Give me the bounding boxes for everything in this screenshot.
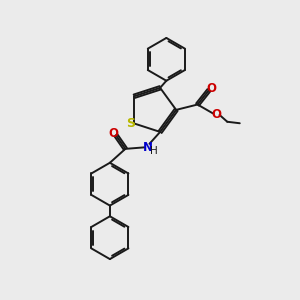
Text: O: O [212, 108, 222, 122]
Text: S: S [126, 117, 135, 130]
Text: N: N [143, 141, 153, 154]
Text: O: O [108, 127, 118, 140]
Text: H: H [150, 146, 158, 156]
Text: O: O [207, 82, 217, 95]
